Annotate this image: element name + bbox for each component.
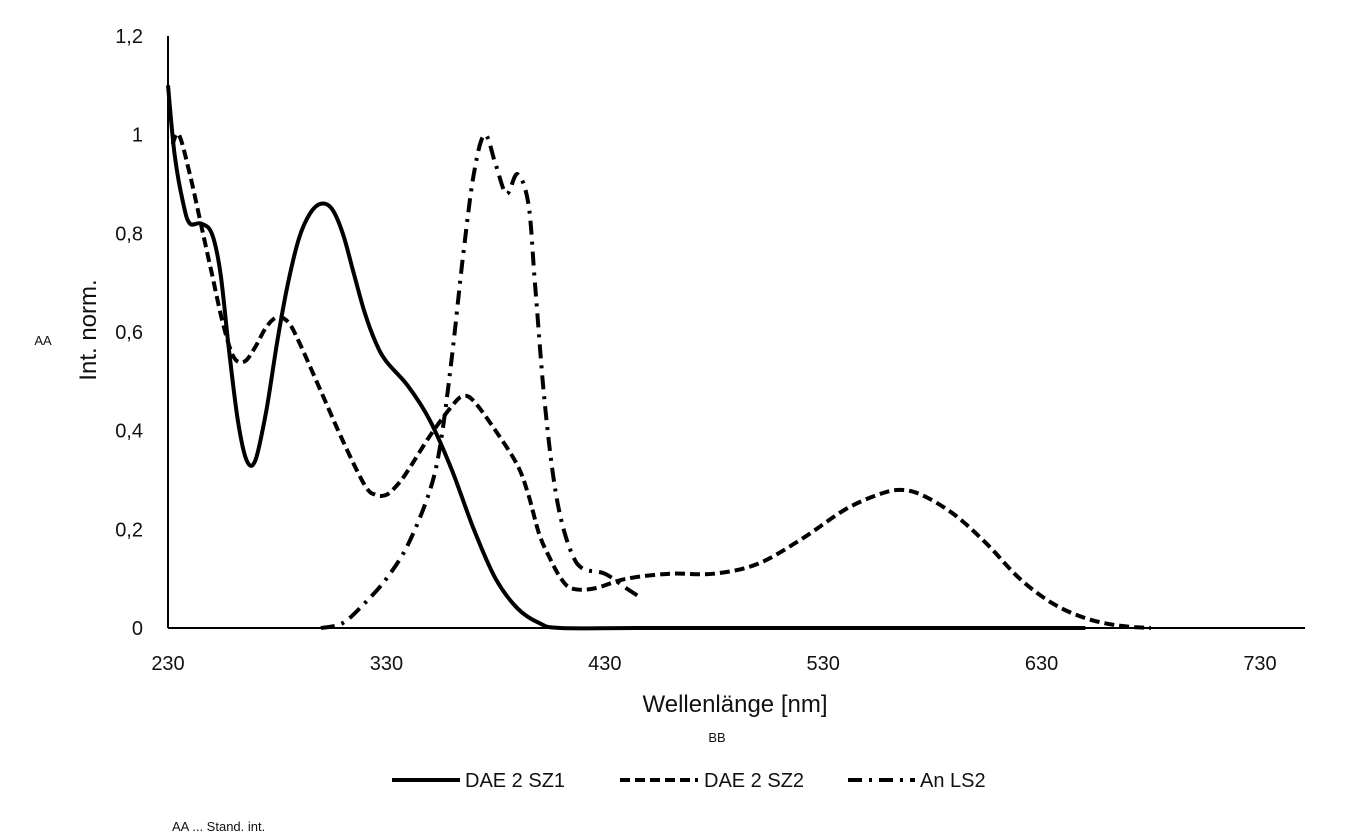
series-line-dae-2-sz1 [166, 85, 1086, 631]
y-tick-label: 0,8 [115, 223, 143, 245]
legend: DAE 2 SZ1 DAE 2 SZ2 An LS2 [392, 770, 986, 792]
y-tick-label: 1 [132, 125, 143, 147]
legend-label-dae2-sz1: DAE 2 SZ1 [465, 770, 565, 792]
y-tick-label: 1,2 [115, 26, 143, 48]
legend-item-dae2-sz2: DAE 2 SZ2 [620, 770, 804, 792]
legend-label-dae2-sz2: DAE 2 SZ2 [704, 770, 804, 792]
y-tick-label: 0,6 [115, 322, 143, 344]
legend-item-dae2-sz1: DAE 2 SZ1 [392, 770, 565, 792]
legend-label-an-ls2: An LS2 [920, 770, 986, 792]
legend-item-an-ls2: An LS2 [848, 770, 986, 792]
x-tick-label: 230 [151, 653, 184, 675]
series-layer [166, 85, 1151, 631]
y-tick-label: 0,4 [115, 421, 143, 443]
x-tick-label: 530 [807, 653, 840, 675]
x-below-label: BB [708, 730, 725, 745]
x-tick-label: 430 [588, 653, 621, 675]
x-tick-label: 730 [1243, 653, 1276, 675]
y-tick-label: 0 [132, 618, 143, 640]
x-axis-title: Wellenlänge [nm] [643, 691, 828, 718]
y-side-label: AA [34, 333, 52, 348]
y-tick-labels: 0 0,2 0,4 0,6 0,8 1 1,2 [115, 26, 143, 640]
x-tick-labels: 230 330 430 530 630 730 [151, 653, 1276, 675]
x-tick-label: 330 [370, 653, 403, 675]
series-line-dae-2-sz2 [170, 131, 1151, 630]
footnote-label: AA ... Stand. int. [172, 819, 265, 834]
y-axis-title: Int. norm. [75, 279, 102, 380]
x-tick-label: 630 [1025, 653, 1058, 675]
plot-area [167, 36, 1305, 629]
y-tick-label: 0,2 [115, 519, 143, 541]
series-line-an-ls2 [320, 132, 643, 630]
